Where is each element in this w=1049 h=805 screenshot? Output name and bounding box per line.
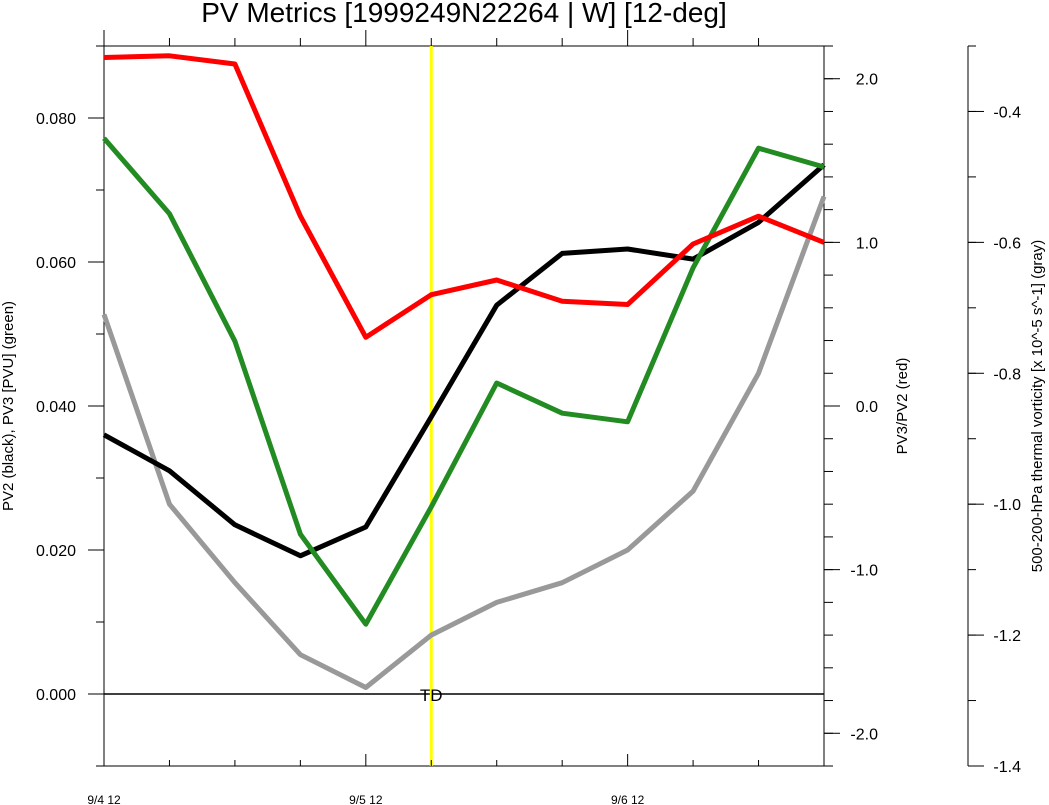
far-right-tick-label: -1.0 <box>993 497 1021 514</box>
right-axis-label: PV3/PV2 (red) <box>894 358 911 455</box>
far-right-tick-label: -1.4 <box>993 759 1021 776</box>
plot-frame <box>103 45 825 767</box>
marker-label: TD <box>420 686 443 705</box>
right-tick-label: 0.0 <box>856 399 878 416</box>
chart-title: PV Metrics [1999249N22264 | W] [12-deg] <box>201 0 727 28</box>
series-line-3 <box>101 195 827 690</box>
left-tick-label: 0.040 <box>36 399 76 416</box>
series-line-2 <box>103 53 825 340</box>
x-tick-label: 9/4 12 <box>87 793 121 805</box>
series-layer <box>101 53 827 690</box>
left-tick-label: 0.080 <box>36 111 76 128</box>
right-tick-label: -2.0 <box>850 726 878 743</box>
plot-area <box>103 45 825 767</box>
far-right-tick-label: -0.8 <box>993 366 1021 383</box>
left-axis-label: PV2 (black), PV3 [PVU] (green) <box>0 301 17 511</box>
x-tick-label: 9/5 12 <box>349 793 383 805</box>
left-tick-label: 0.020 <box>36 543 76 560</box>
left-tick-label: 0.060 <box>36 255 76 272</box>
x-tick-label: 9/6 12 <box>611 793 645 805</box>
far-right-tick-label: -0.6 <box>993 235 1021 252</box>
axes-layer: 9/4 12 9/5 12 9/6 12 0.000 0.020 0.040 0.060 0.… <box>36 30 1021 805</box>
right-tick-label: -1.0 <box>850 563 878 580</box>
far-right-tick-label: -0.4 <box>993 104 1021 121</box>
right-tick-label: 2.0 <box>856 72 878 89</box>
left-tick-label: 0.000 <box>36 687 76 704</box>
right-tick-label: 1.0 <box>856 235 878 252</box>
far-right-tick-label: -1.2 <box>993 628 1021 645</box>
far-right-axis-label: 500-200-hPa thermal vorticity [x 10^-5 s… <box>1029 240 1046 573</box>
series-line-1 <box>102 136 825 627</box>
